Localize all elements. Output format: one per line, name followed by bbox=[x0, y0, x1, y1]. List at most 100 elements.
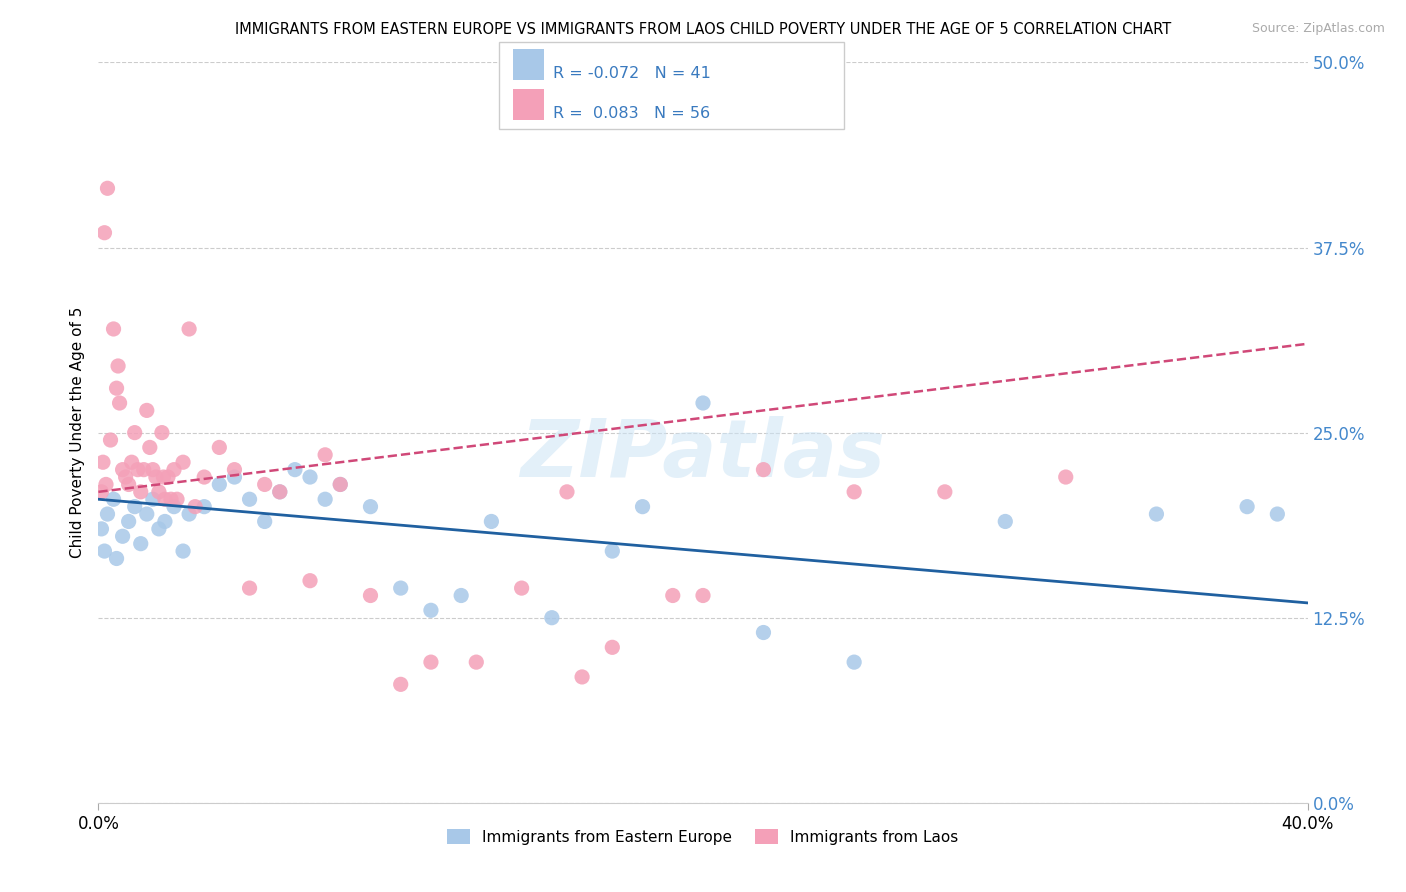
Point bbox=[135, 403, 157, 417]
Point bbox=[224, 470, 246, 484]
Point bbox=[124, 425, 146, 440]
Point bbox=[129, 484, 152, 499]
Y-axis label: Child Poverty Under the Age of 5: Child Poverty Under the Age of 5 bbox=[69, 307, 84, 558]
Point bbox=[1146, 507, 1168, 521]
Point bbox=[142, 492, 165, 507]
Point bbox=[108, 396, 131, 410]
Point bbox=[139, 441, 162, 455]
Point bbox=[118, 477, 141, 491]
Point bbox=[224, 462, 246, 476]
Point bbox=[91, 455, 114, 469]
Point bbox=[184, 500, 207, 514]
Point bbox=[253, 515, 276, 529]
Point bbox=[163, 462, 186, 476]
Point bbox=[135, 507, 157, 521]
Point bbox=[314, 448, 336, 462]
Point bbox=[1236, 500, 1258, 514]
Point bbox=[844, 484, 866, 499]
Point bbox=[253, 477, 276, 491]
Point bbox=[540, 610, 562, 624]
Point bbox=[314, 492, 336, 507]
Point bbox=[389, 581, 412, 595]
Point bbox=[208, 441, 231, 455]
Text: R = -0.072   N = 41: R = -0.072 N = 41 bbox=[553, 66, 710, 80]
Point bbox=[107, 359, 129, 373]
Point bbox=[163, 500, 186, 514]
Point bbox=[100, 433, 122, 447]
Point bbox=[481, 515, 503, 529]
Point bbox=[127, 462, 149, 476]
Point bbox=[111, 462, 134, 476]
Point bbox=[94, 477, 117, 491]
Text: R =  0.083   N = 56: R = 0.083 N = 56 bbox=[553, 106, 710, 120]
Point bbox=[239, 581, 262, 595]
Point bbox=[420, 603, 443, 617]
Point bbox=[450, 589, 472, 603]
Point bbox=[692, 396, 714, 410]
Point bbox=[103, 492, 125, 507]
Point bbox=[111, 529, 134, 543]
Point bbox=[1054, 470, 1077, 484]
Point bbox=[299, 470, 322, 484]
Point bbox=[299, 574, 322, 588]
Point bbox=[208, 477, 231, 491]
Point bbox=[150, 425, 173, 440]
Point bbox=[90, 522, 112, 536]
Point bbox=[752, 462, 775, 476]
Point bbox=[105, 381, 128, 395]
Point bbox=[142, 462, 165, 476]
Point bbox=[602, 640, 624, 655]
Point bbox=[121, 455, 143, 469]
Point bbox=[239, 492, 262, 507]
Point bbox=[153, 492, 176, 507]
Point bbox=[692, 589, 714, 603]
Point bbox=[148, 522, 170, 536]
Legend: Immigrants from Eastern Europe, Immigrants from Laos: Immigrants from Eastern Europe, Immigran… bbox=[441, 822, 965, 851]
Point bbox=[752, 625, 775, 640]
Point bbox=[631, 500, 654, 514]
Point bbox=[602, 544, 624, 558]
Point bbox=[179, 322, 201, 336]
Point bbox=[132, 462, 155, 476]
Point bbox=[269, 484, 291, 499]
Point bbox=[152, 470, 174, 484]
Point bbox=[96, 507, 118, 521]
Point bbox=[844, 655, 866, 669]
Text: IMMIGRANTS FROM EASTERN EUROPE VS IMMIGRANTS FROM LAOS CHILD POVERTY UNDER THE A: IMMIGRANTS FROM EASTERN EUROPE VS IMMIGR… bbox=[235, 22, 1171, 37]
Text: ZIPatlas: ZIPatlas bbox=[520, 416, 886, 494]
Point bbox=[329, 477, 352, 491]
Point bbox=[193, 470, 215, 484]
Point bbox=[166, 492, 188, 507]
Point bbox=[148, 484, 170, 499]
Point bbox=[172, 544, 194, 558]
Point bbox=[329, 477, 352, 491]
Point bbox=[284, 462, 307, 476]
Point bbox=[934, 484, 956, 499]
Point bbox=[1267, 507, 1289, 521]
Point bbox=[145, 470, 167, 484]
Point bbox=[360, 589, 382, 603]
Point bbox=[994, 515, 1017, 529]
Point bbox=[269, 484, 291, 499]
Point bbox=[114, 470, 136, 484]
Text: Source: ZipAtlas.com: Source: ZipAtlas.com bbox=[1251, 22, 1385, 36]
Point bbox=[129, 536, 152, 550]
Point bbox=[160, 492, 183, 507]
Point bbox=[96, 181, 118, 195]
Point bbox=[193, 500, 215, 514]
Point bbox=[510, 581, 533, 595]
Point bbox=[465, 655, 488, 669]
Point bbox=[172, 455, 194, 469]
Point bbox=[90, 484, 112, 499]
Point bbox=[105, 551, 128, 566]
Point bbox=[360, 500, 382, 514]
Point bbox=[420, 655, 443, 669]
Point bbox=[179, 507, 201, 521]
Point bbox=[93, 226, 115, 240]
Point bbox=[156, 470, 179, 484]
Point bbox=[571, 670, 593, 684]
Point bbox=[93, 544, 115, 558]
Point bbox=[661, 589, 683, 603]
Point bbox=[153, 515, 176, 529]
Point bbox=[389, 677, 412, 691]
